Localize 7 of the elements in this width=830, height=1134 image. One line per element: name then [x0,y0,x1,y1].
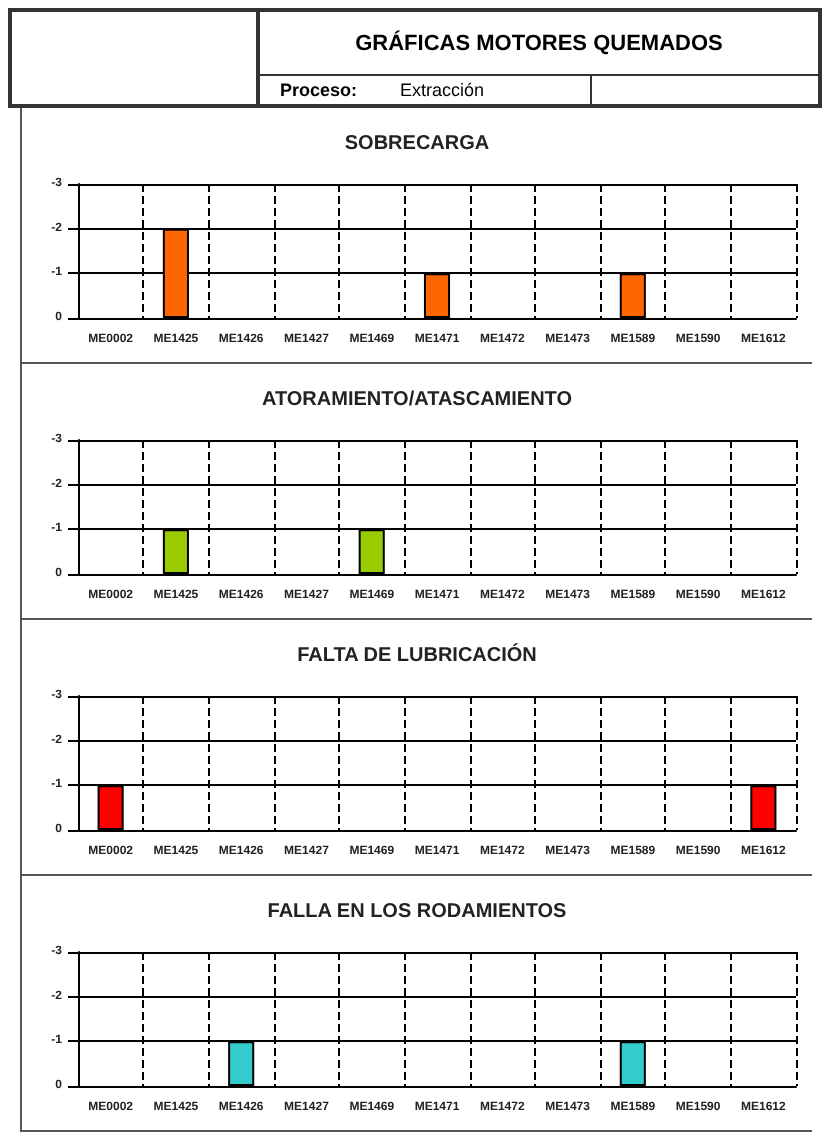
text: Proceso: [278,80,360,100]
chart-title: SOBRECARGA [344,133,490,155]
text: GRÁFICAS MOTORES QUEMADOS [260,12,818,76]
chart-title: ATORAMIENTO/ATASCAMIENTO [262,389,573,411]
chart-title: FALLA EN LOS RODAMIENTOS [267,901,568,923]
chart-title: FALTA DE LUBRICACIÓN [297,643,537,667]
text: Extracción [400,80,487,100]
